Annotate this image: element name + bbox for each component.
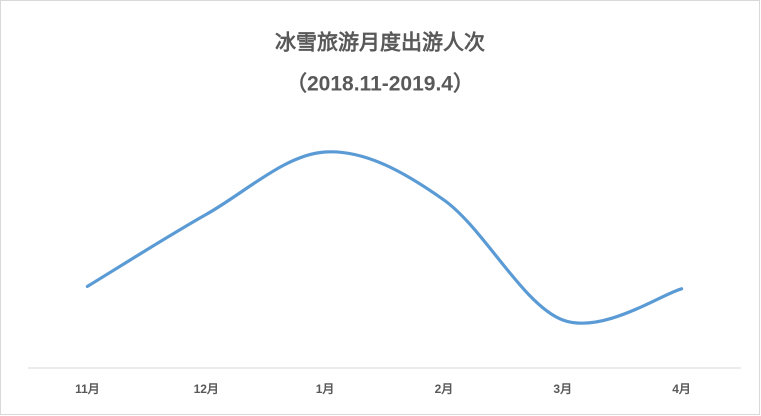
line	[85, 150, 684, 325]
x-tick-label: 11月	[75, 382, 100, 396]
x-tick-label: 12月	[194, 382, 219, 396]
chart-title: 冰雪旅游月度出游人次	[275, 31, 485, 55]
x-tick-label: 2月	[435, 382, 454, 396]
x-tick-label: 4月	[672, 382, 691, 396]
chart-subtitle: （2018.11-2019.4）	[286, 72, 474, 96]
x-tick-label: 3月	[553, 382, 572, 396]
x-tick-label: 1月	[316, 382, 335, 396]
